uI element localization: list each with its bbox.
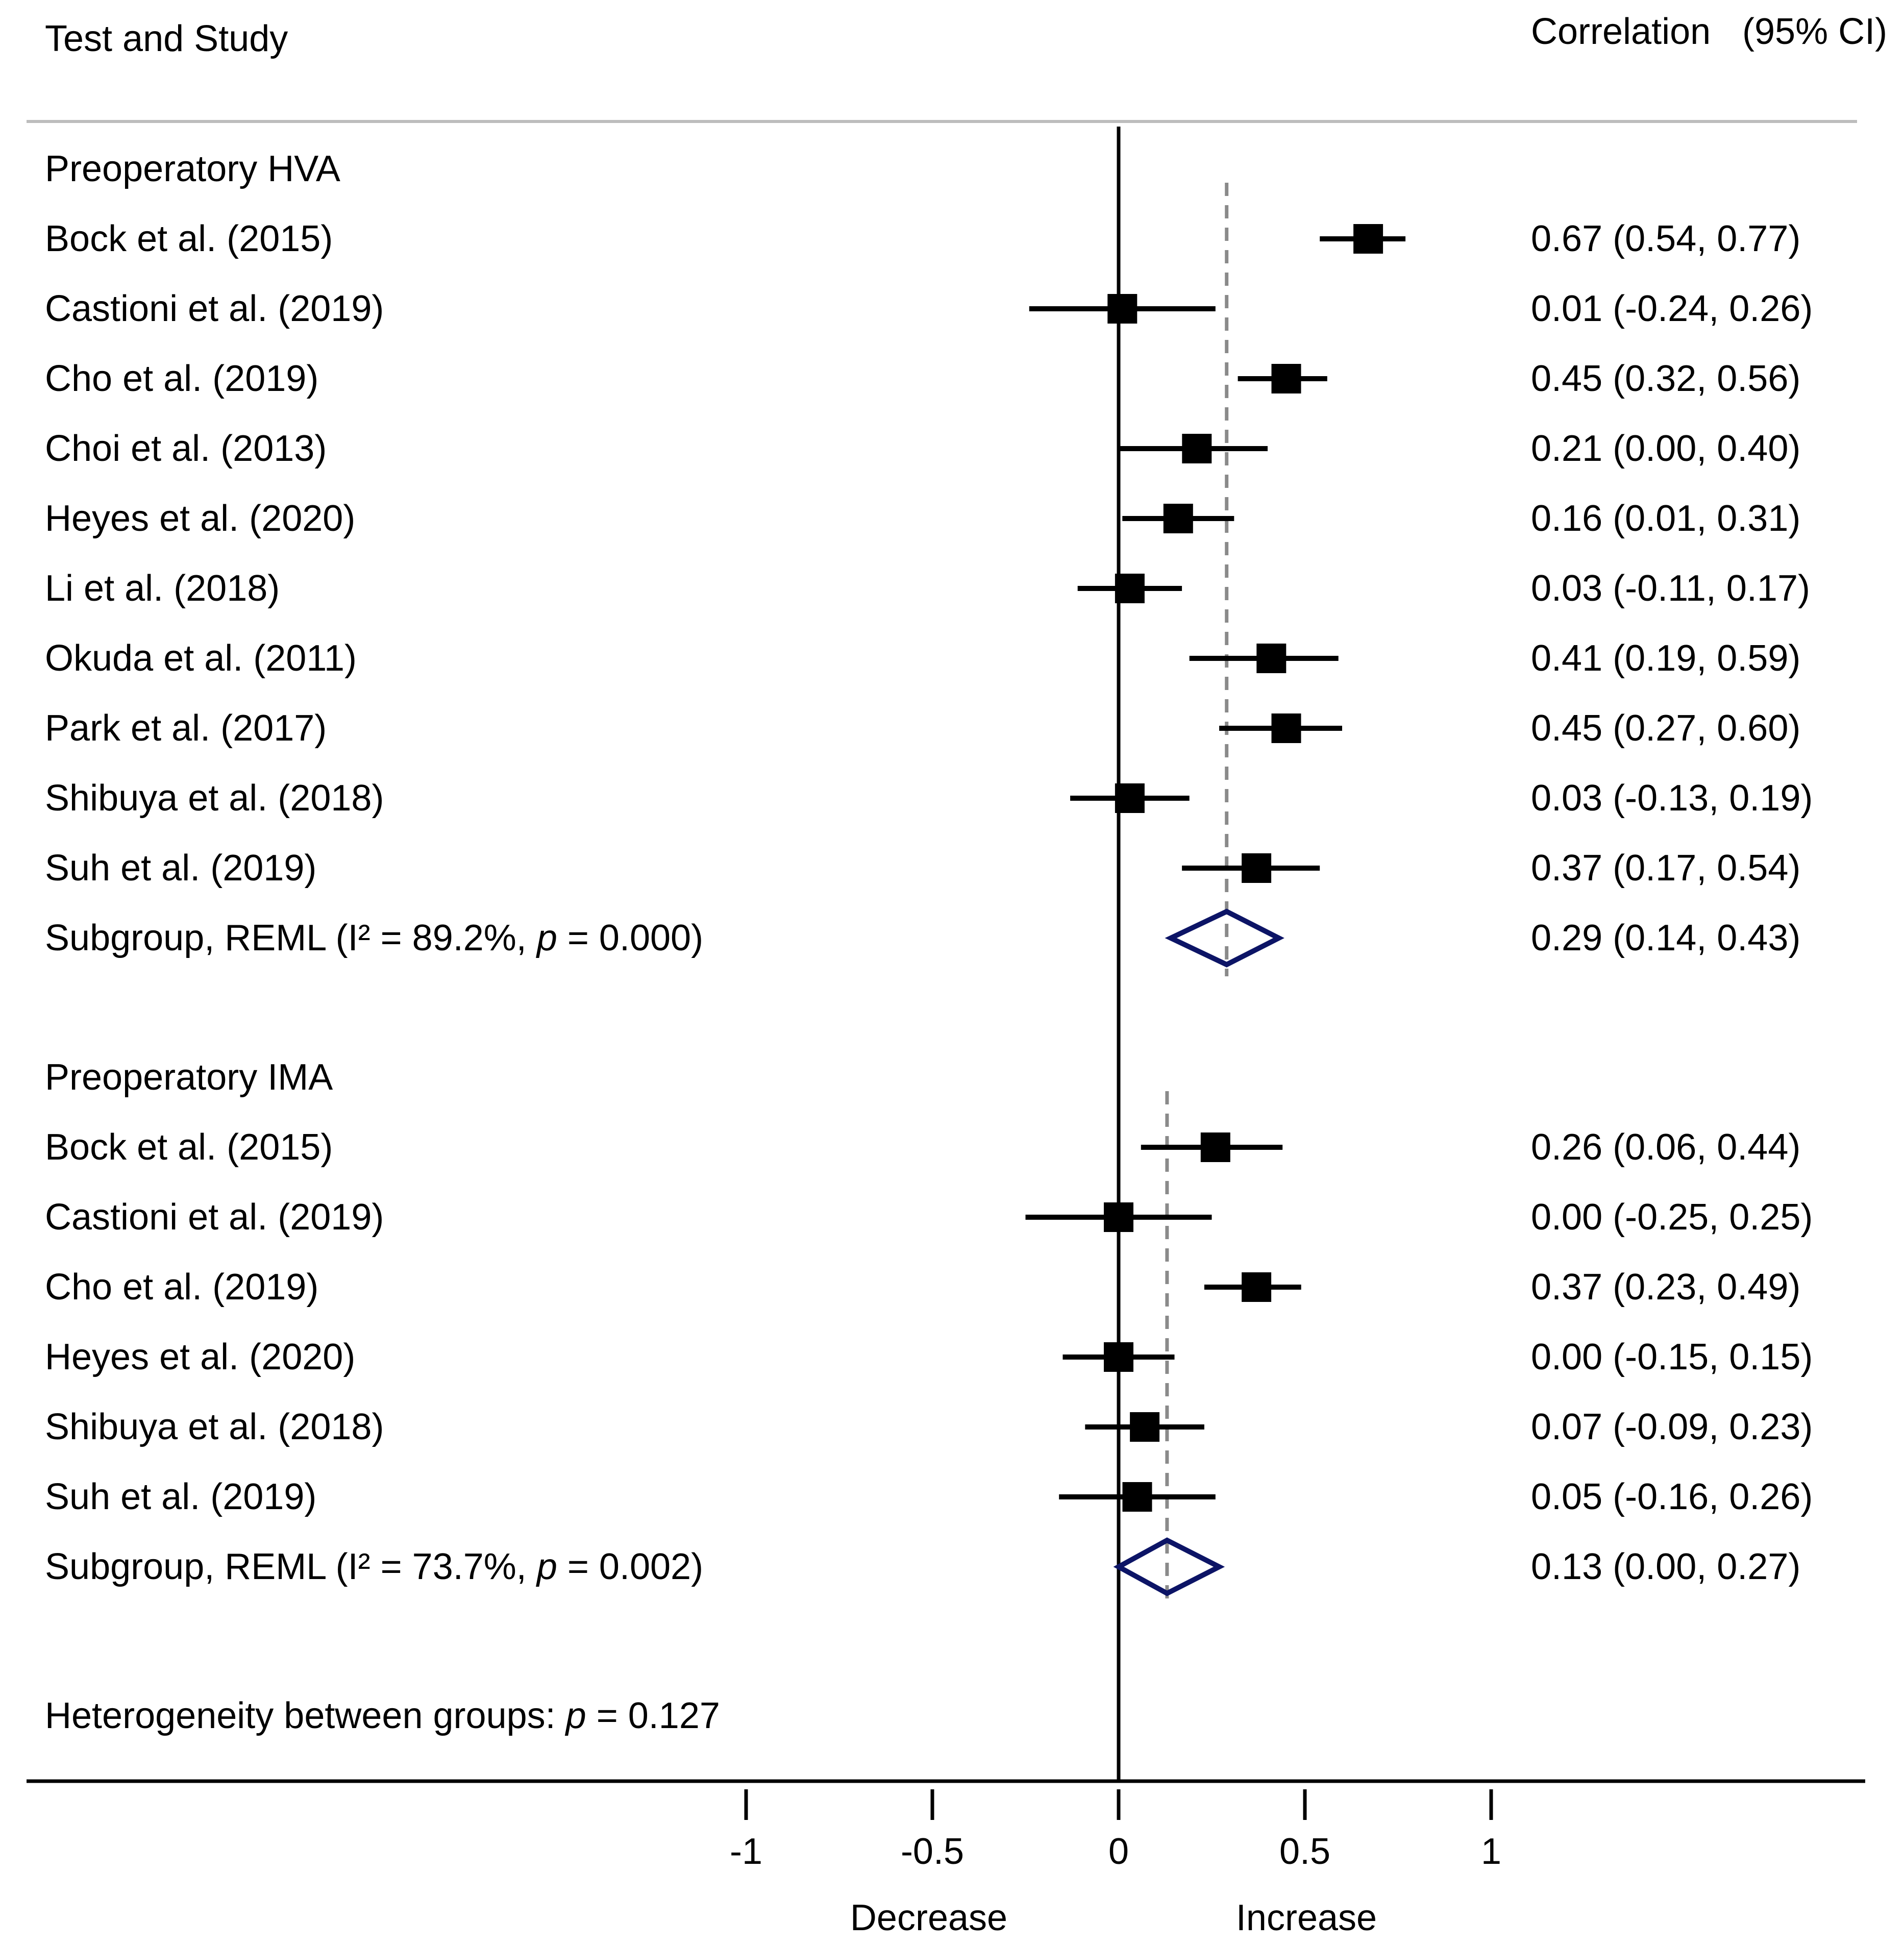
study-estimate-text: 0.21 (0.00, 0.40) xyxy=(1531,428,1800,469)
study-point-marker xyxy=(1104,1202,1133,1232)
subgroup-label-prefix: Subgroup, REML (I² = 89.2%, xyxy=(45,918,537,958)
subgroup-p-symbol: p xyxy=(536,918,557,958)
study-point-marker xyxy=(1271,713,1301,743)
study-label: Heyes et al. (2020) xyxy=(45,1337,355,1377)
x-tick-label: 1 xyxy=(1481,1831,1501,1872)
subgroup-label: Subgroup, REML (I² = 89.2%, p = 0.000) xyxy=(45,918,703,958)
study-label: Suh et al. (2019) xyxy=(45,848,316,889)
subgroup-label: Subgroup, REML (I² = 73.7%, p = 0.002) xyxy=(45,1546,703,1587)
study-point-marker xyxy=(1200,1132,1230,1162)
study-point-marker xyxy=(1115,574,1145,603)
study-point-marker xyxy=(1242,853,1272,883)
study-point-marker xyxy=(1353,224,1383,254)
study-label: Shibuya et al. (2018) xyxy=(45,778,384,819)
group-title: Preoperatory HVA xyxy=(45,149,340,189)
x-tick-label: 0.5 xyxy=(1279,1831,1330,1872)
heterogeneity-note: Heterogeneity between groups: p = 0.127 xyxy=(45,1695,720,1736)
study-estimate-text: 0.26 (0.06, 0.44) xyxy=(1531,1127,1800,1168)
subgroup-estimate-text: 0.13 (0.00, 0.27) xyxy=(1531,1546,1800,1587)
study-point-marker xyxy=(1130,1412,1160,1442)
study-label: Bock et al. (2015) xyxy=(45,1127,333,1168)
study-point-marker xyxy=(1182,434,1212,463)
study-estimate-text: 0.03 (-0.13, 0.19) xyxy=(1531,778,1813,819)
subgroup-label-prefix: Subgroup, REML (I² = 73.7%, xyxy=(45,1546,537,1587)
study-estimate-text: 0.67 (0.54, 0.77) xyxy=(1531,218,1800,259)
study-estimate-text: 0.01 (-0.24, 0.26) xyxy=(1531,288,1813,329)
heterogeneity-p-symbol: p xyxy=(565,1695,586,1736)
study-label: Park et al. (2017) xyxy=(45,708,327,749)
subgroup-estimate-text: 0.29 (0.14, 0.43) xyxy=(1531,918,1800,958)
study-point-marker xyxy=(1163,504,1193,533)
subgroup-p-symbol: p xyxy=(536,1546,557,1587)
study-point-marker xyxy=(1115,783,1145,813)
direction-label-decrease: Decrease xyxy=(850,1898,1007,1938)
study-label: Cho et al. (2019) xyxy=(45,358,318,399)
x-tick-label: -1 xyxy=(730,1831,762,1872)
study-label: Castioni et al. (2019) xyxy=(45,288,384,329)
study-estimate-text: 0.00 (-0.15, 0.15) xyxy=(1531,1337,1813,1377)
study-label: Li et al. (2018) xyxy=(45,568,280,609)
study-estimate-text: 0.00 (-0.25, 0.25) xyxy=(1531,1197,1813,1238)
study-estimate-text: 0.05 (-0.16, 0.26) xyxy=(1531,1476,1813,1517)
group-title: Preoperatory IMA xyxy=(45,1057,333,1098)
study-label: Cho et al. (2019) xyxy=(45,1267,318,1308)
study-rows: Preoperatory HVA Bock et al. (2015) 0.67 (… xyxy=(45,149,1813,1736)
study-label: Bock et al. (2015) xyxy=(45,218,333,259)
subgroup-label-suffix: = 0.002) xyxy=(557,1546,703,1587)
study-label: Heyes et al. (2020) xyxy=(45,498,355,539)
study-point-marker xyxy=(1271,364,1301,393)
study-label: Suh et al. (2019) xyxy=(45,1476,316,1517)
subgroup-label-suffix: = 0.000) xyxy=(557,918,703,958)
header-test-and-study: Test and Study xyxy=(45,18,288,59)
study-estimate-text: 0.03 (-0.11, 0.17) xyxy=(1531,568,1810,609)
x-tick-label: 0 xyxy=(1108,1831,1129,1872)
study-label: Castioni et al. (2019) xyxy=(45,1197,384,1238)
subgroup-summary-diamond xyxy=(1113,1537,1225,1596)
study-estimate-text: 0.07 (-0.09, 0.23) xyxy=(1531,1407,1813,1447)
heterogeneity-suffix: = 0.127 xyxy=(586,1695,720,1736)
study-label: Shibuya et al. (2018) xyxy=(45,1407,384,1447)
heterogeneity-prefix: Heterogeneity between groups: xyxy=(45,1695,566,1736)
study-point-marker xyxy=(1104,1342,1133,1372)
study-point-marker xyxy=(1242,1272,1272,1302)
study-estimate-text: 0.45 (0.32, 0.56) xyxy=(1531,358,1800,399)
header-correlation: Correlation xyxy=(1531,11,1711,52)
x-axis: -1 -0.5 0 0.5 1 Decrease Increase xyxy=(27,1779,1865,1938)
study-estimate-text: 0.41 (0.19, 0.59) xyxy=(1531,638,1800,679)
x-tick-label: -0.5 xyxy=(901,1831,964,1872)
study-estimate-text: 0.16 (0.01, 0.31) xyxy=(1531,498,1800,539)
plot-area xyxy=(1025,127,1406,1781)
subgroup-summary-diamond xyxy=(1165,908,1284,968)
study-point-marker xyxy=(1122,1482,1152,1512)
study-estimate-text: 0.45 (0.27, 0.60) xyxy=(1531,708,1800,749)
header: Test and Study Correlation (95% CI) xyxy=(45,11,1887,59)
study-label: Choi et al. (2013) xyxy=(45,428,327,469)
study-estimate-text: 0.37 (0.17, 0.54) xyxy=(1531,848,1800,889)
study-label: Okuda et al. (2011) xyxy=(45,638,357,679)
header-ci: (95% CI) xyxy=(1742,11,1887,52)
study-point-marker xyxy=(1107,294,1138,324)
study-estimate-text: 0.37 (0.23, 0.49) xyxy=(1531,1267,1800,1308)
direction-label-increase: Increase xyxy=(1236,1898,1377,1938)
study-point-marker xyxy=(1256,644,1287,673)
